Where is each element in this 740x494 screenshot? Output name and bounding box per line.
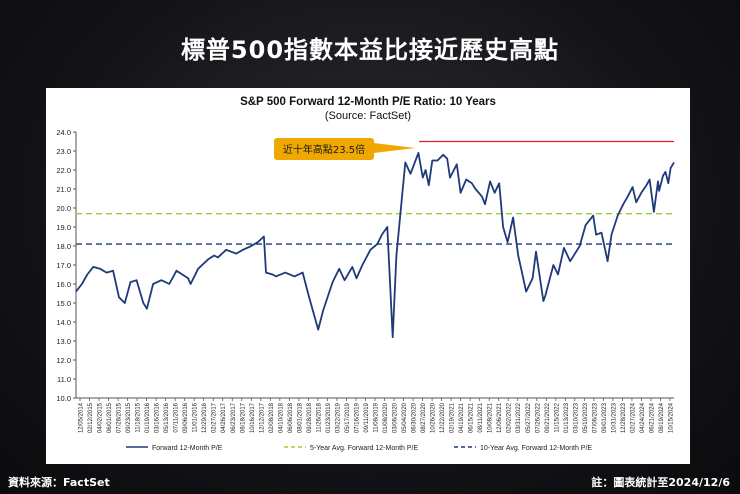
x-tick-label: 12/29/2016 bbox=[202, 402, 208, 433]
x-tick-label: 01/08/2020 bbox=[383, 402, 389, 433]
x-tick-label: 02/27/2024 bbox=[630, 402, 636, 433]
x-tick-label: 02/19/2021 bbox=[450, 402, 456, 433]
x-tick-label: 07/16/2019 bbox=[354, 402, 360, 433]
page-title: 標普500指數本益比接近歷史高點 bbox=[180, 36, 560, 64]
forward-pe-series-line bbox=[75, 152, 675, 339]
x-tick-label: 12/06/2021 bbox=[497, 402, 503, 433]
y-tick-label: 17.0 bbox=[56, 261, 71, 270]
x-tick-label: 12/05/2014 bbox=[79, 402, 85, 433]
x-tick-label: 03/06/2020 bbox=[393, 402, 399, 433]
y-tick-label: 14.0 bbox=[56, 318, 71, 327]
y-tick-label: 19.0 bbox=[56, 223, 71, 232]
x-tick-label: 01/19/2016 bbox=[145, 402, 151, 433]
x-tick-label: 09/06/2016 bbox=[183, 402, 189, 433]
x-tick-label: 09/01/2023 bbox=[602, 402, 608, 433]
annotation-pointer bbox=[374, 143, 416, 153]
legend-five-year-avg-label: 5-Year Avg. Forward 12-Month P/E bbox=[310, 445, 418, 452]
x-tick-label: 11/15/2022 bbox=[554, 402, 560, 432]
x-tick-label: 09/11/2019 bbox=[364, 402, 370, 432]
x-tick-label: 01/23/2019 bbox=[326, 402, 332, 433]
x-tick-label: 09/21/2022 bbox=[545, 402, 551, 433]
x-tick-label: 07/28/2015 bbox=[117, 402, 123, 433]
x-tick-label: 06/21/2024 bbox=[649, 402, 655, 433]
y-tick-label: 10.0 bbox=[56, 394, 71, 403]
x-tick-label: 09/23/2015 bbox=[126, 402, 132, 433]
legend: Forward 12-Month P/E 5-Year Avg. Forward … bbox=[126, 445, 592, 452]
legend-forward-pe-label: Forward 12-Month P/E bbox=[152, 445, 223, 452]
y-tick-label: 16.0 bbox=[56, 280, 71, 289]
y-tick-label: 22.0 bbox=[56, 166, 71, 175]
x-tick-label: 10/15/2024 bbox=[669, 402, 675, 433]
x-tick-label: 10/26/2020 bbox=[431, 402, 437, 433]
x-tick-label: 08/19/2024 bbox=[659, 402, 665, 433]
x-tick-label: 04/19/2021 bbox=[459, 402, 465, 433]
x-tick-label: 10/08/2021 bbox=[488, 402, 494, 433]
x-tick-label: 10/31/2023 bbox=[611, 402, 617, 433]
x-tick-label: 05/04/2020 bbox=[402, 402, 408, 433]
x-tick-label: 11/18/2015 bbox=[136, 402, 142, 432]
x-tick-label: 11/26/2018 bbox=[316, 402, 322, 432]
x-tick-label: 12/22/2020 bbox=[440, 402, 446, 433]
x-tick-label: 02/02/2022 bbox=[507, 402, 513, 433]
x-tick-label: 05/17/2019 bbox=[345, 402, 351, 433]
y-tick-label: 13.0 bbox=[56, 337, 71, 346]
x-tick-label: 04/24/2024 bbox=[640, 402, 646, 433]
x-tick-label: 08/27/2020 bbox=[421, 402, 427, 433]
chart-card: S&P 500 Forward 12-Month P/E Ratio: 10 Y… bbox=[46, 88, 690, 464]
y-tick-label: 24.0 bbox=[56, 128, 71, 137]
annotation-label: 近十年高點23.5倍 bbox=[283, 143, 365, 156]
y-tick-label: 18.0 bbox=[56, 242, 71, 251]
x-tick-label: 03/31/2022 bbox=[516, 402, 522, 433]
x-tick-label: 11/08/2019 bbox=[374, 402, 380, 432]
y-tick-label: 23.0 bbox=[56, 147, 71, 156]
x-tick-label: 07/06/2023 bbox=[592, 402, 598, 433]
pe-ratio-chart: S&P 500 Forward 12-Month P/E Ratio: 10 Y… bbox=[56, 96, 675, 452]
x-tick-label: 05/10/2023 bbox=[583, 402, 589, 433]
legend-ten-year-avg-label: 10-Year Avg. Forward 12-Month P/E bbox=[480, 445, 592, 452]
x-tick-label: 12/28/2023 bbox=[621, 402, 627, 433]
x-tick-label: 12/12/2017 bbox=[259, 402, 265, 433]
x-tick-label: 06/30/2020 bbox=[412, 402, 418, 433]
chart-subtitle: (Source: FactSet) bbox=[325, 110, 411, 122]
y-tick-label: 12.0 bbox=[56, 356, 71, 365]
x-tick-label: 02/08/2018 bbox=[269, 402, 275, 433]
y-tick-label: 15.0 bbox=[56, 299, 71, 308]
x-tick-label: 06/01/2015 bbox=[107, 402, 113, 433]
y-tick-label: 20.0 bbox=[56, 204, 71, 213]
annotation-box bbox=[274, 138, 374, 160]
date-note: 註：圖表統計至2024/12/6 bbox=[591, 476, 730, 489]
x-tick-label: 09/28/2018 bbox=[307, 402, 313, 433]
x-tick-label: 07/11/2016 bbox=[174, 402, 180, 432]
x-tick-label: 05/27/2022 bbox=[526, 402, 532, 433]
x-tick-label: 06/06/2018 bbox=[288, 402, 294, 433]
x-tick-label: 06/15/2021 bbox=[469, 402, 475, 433]
x-tick-label: 03/10/2023 bbox=[573, 402, 579, 433]
y-tick-label: 21.0 bbox=[56, 185, 71, 194]
x-tick-label: 02/12/2015 bbox=[88, 402, 94, 433]
x-tick-label: 08/11/2021 bbox=[478, 402, 484, 432]
x-tick-label: 04/26/2017 bbox=[221, 402, 227, 433]
x-tick-label: 11/01/2016 bbox=[193, 402, 199, 432]
plot-area: 24.0 23.0 22.0 21.0 20.0 19.0 18.0 17.0 16.0 15.0… bbox=[56, 128, 675, 433]
x-tick-label: 10/16/2017 bbox=[250, 402, 256, 433]
x-tick-label: 04/10/2018 bbox=[278, 402, 284, 433]
x-tick-label: 07/26/2022 bbox=[535, 402, 541, 433]
x-tick-label: 03/22/2019 bbox=[335, 402, 341, 433]
x-tick-label: 01/13/2023 bbox=[564, 402, 570, 433]
x-tick-label: 03/16/2016 bbox=[155, 402, 161, 433]
source-note: 資料來源：FactSet bbox=[8, 476, 110, 489]
x-tick-label: 05/13/2016 bbox=[164, 402, 170, 433]
x-tick-label: 08/18/2017 bbox=[240, 402, 246, 433]
x-tick-label: 08/01/2018 bbox=[297, 402, 303, 433]
y-tick-label: 11.0 bbox=[57, 375, 71, 384]
chart-title: S&P 500 Forward 12-Month P/E Ratio: 10 Y… bbox=[240, 96, 496, 108]
x-tick-label: 04/02/2015 bbox=[98, 402, 104, 433]
x-tick-label: 06/23/2017 bbox=[231, 402, 237, 433]
x-tick-label: 02/27/2017 bbox=[212, 402, 218, 433]
